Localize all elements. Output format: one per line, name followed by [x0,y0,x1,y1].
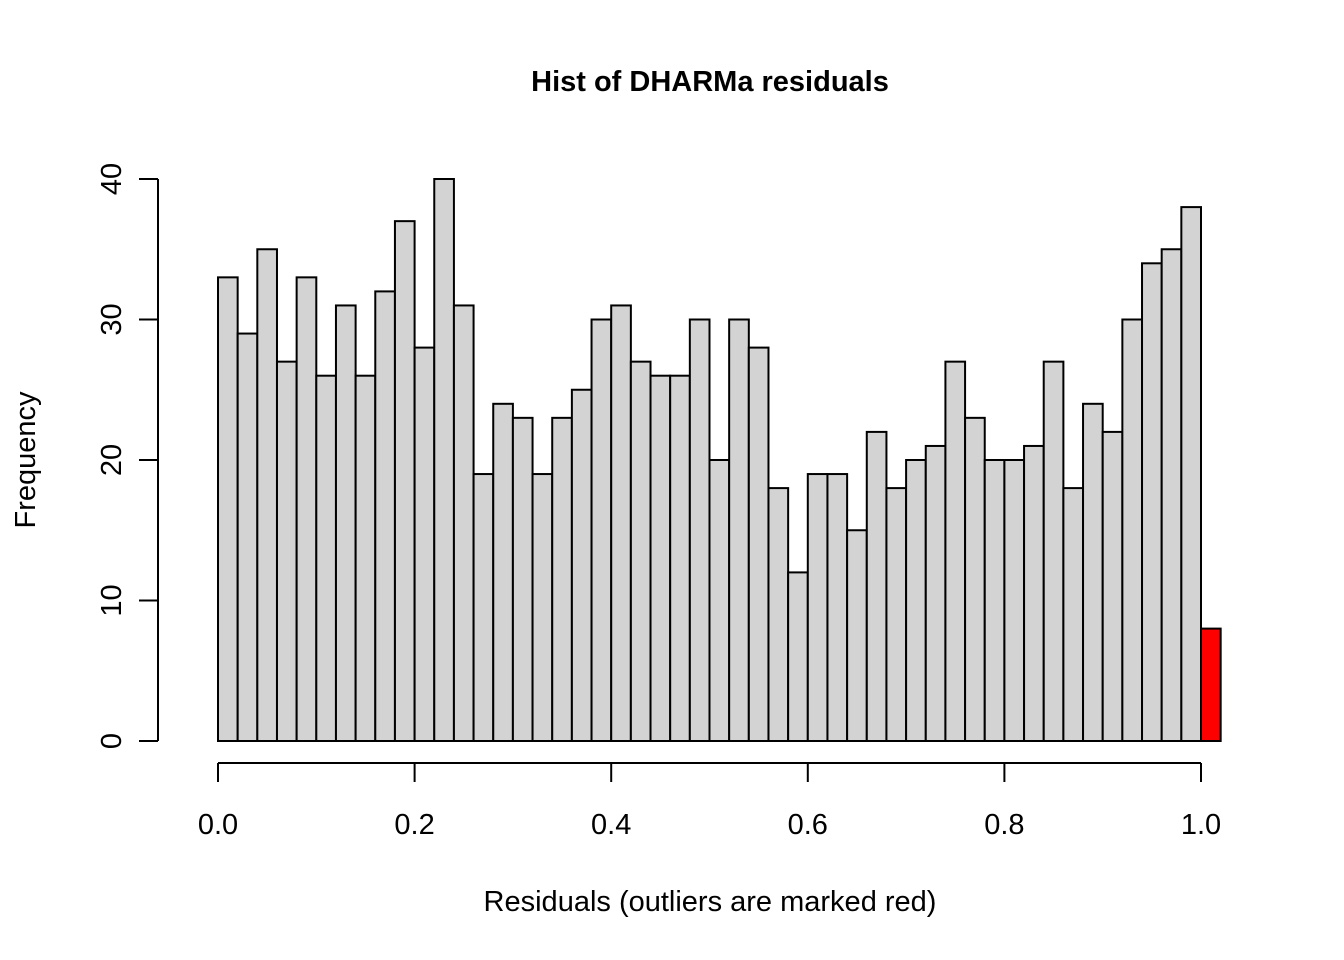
histogram-bar [767,487,790,742]
histogram-bar [472,473,495,742]
histogram-bar [256,248,278,742]
histogram-bar [1160,248,1183,742]
histogram-bar [374,290,396,742]
histogram-bar [217,276,239,742]
y-axis-label: Frequency [10,391,42,529]
histogram-bar [275,360,298,742]
outlier-bar [1200,627,1222,742]
histogram-bar [885,487,908,742]
histogram-bar [531,473,554,742]
histogram-bar [688,318,711,742]
histogram-bar [315,374,337,742]
histogram-bar [236,332,259,742]
x-tick-label: 0.6 [788,809,828,841]
histogram-bar [492,402,514,742]
histogram-bar [1003,459,1026,742]
histogram-bar [1141,262,1163,742]
histogram-bar [924,444,947,742]
histogram-bar [728,318,750,742]
y-tick-label: 40 [96,163,128,195]
histogram-bar [590,318,613,742]
histogram-bar [1180,206,1202,743]
y-axis: 0 10 20 30 40 [96,163,159,749]
histogram-bar [334,304,357,742]
x-tick-label: 1.0 [1181,809,1221,841]
histogram-bar [511,416,534,742]
bars-group [217,178,1222,743]
histogram-bar [354,374,377,742]
histogram-bar [413,346,436,742]
x-axis: 0.0 0.2 0.4 0.6 0.8 1.0 [198,762,1221,841]
histogram-bar [964,416,986,742]
x-tick-label: 0.8 [984,809,1024,841]
y-tick-label: 20 [96,444,128,476]
histogram-bar [295,276,318,742]
histogram-bar [669,374,691,742]
histogram-bar [610,304,632,742]
histogram-bar [452,304,475,742]
histogram-bar [570,388,593,742]
histogram-bar [393,220,416,742]
y-tick-label: 30 [96,303,128,335]
histogram-bar [551,416,573,742]
x-axis-label: Residuals (outliers are marked red) [484,886,937,918]
y-tick-label: 0 [96,733,128,749]
histogram-bar [1121,318,1144,742]
chart-title: Hist of DHARMa residuals [531,66,889,98]
x-tick-label: 0.2 [394,809,434,841]
histogram-bar [433,178,455,742]
histogram-bar [905,459,927,742]
histogram-bar [1062,487,1085,742]
histogram-bar [787,571,809,743]
histogram-bar [1023,444,1045,742]
x-tick-label: 0.0 [198,809,238,841]
histogram-bar [846,529,868,742]
histogram-bar [1082,402,1104,742]
histogram-bar [944,360,967,742]
histogram-bar [629,360,652,742]
histogram-bar [1101,430,1124,742]
histogram-bar [865,430,888,742]
histogram-bar [806,473,829,742]
histogram-bar [983,459,1006,742]
histogram-bar [708,459,731,742]
histogram-bar [649,374,672,742]
x-tick-label: 0.4 [591,809,631,841]
histogram-bar [747,346,770,742]
histogram-bar [826,473,849,742]
y-tick-label: 10 [96,584,128,616]
histogram-bar [1042,360,1065,742]
